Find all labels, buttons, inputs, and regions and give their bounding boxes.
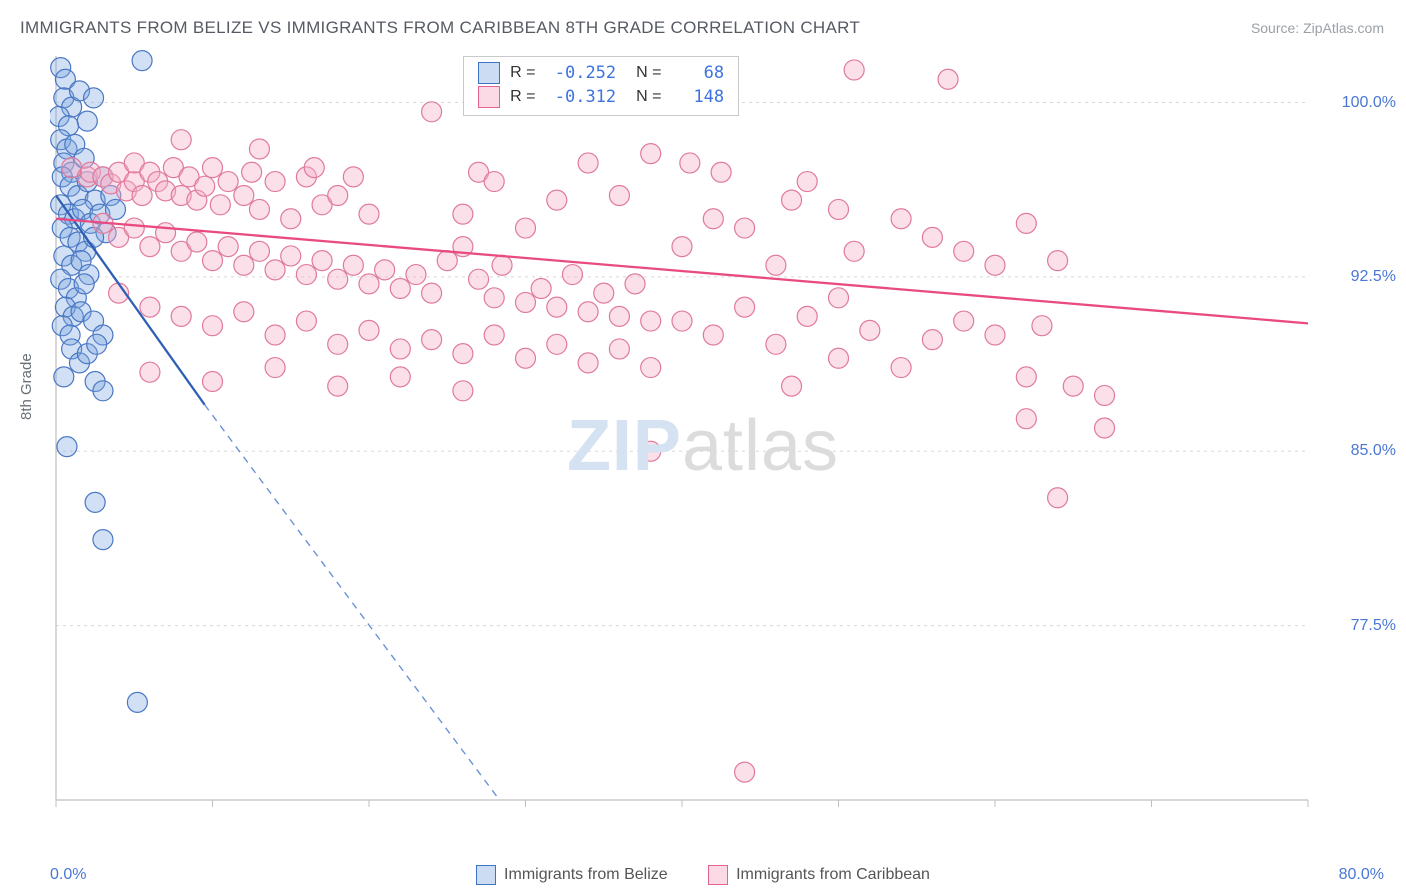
legend-bottom: Immigrants from Belize Immigrants from C… — [0, 865, 1406, 890]
legend-label-belize: Immigrants from Belize — [504, 866, 668, 884]
legend-correlation-box: R = -0.252 N = 68 R = -0.312 N = 148 — [463, 56, 739, 116]
n-label: N = — [636, 85, 670, 109]
r-label: R = — [510, 85, 544, 109]
swatch-pink-icon — [478, 86, 500, 108]
r-value: -0.252 — [554, 61, 616, 85]
swatch-blue-icon — [476, 865, 496, 885]
y-tick-label: 92.5% — [1351, 268, 1396, 286]
r-value: -0.312 — [554, 85, 616, 109]
legend-label-caribbean: Immigrants from Caribbean — [736, 866, 930, 884]
swatch-pink-icon — [708, 865, 728, 885]
chart-title: IMMIGRANTS FROM BELIZE VS IMMIGRANTS FRO… — [20, 18, 860, 38]
y-axis-label: 8th Grade — [18, 353, 35, 420]
scatter-chart — [50, 48, 1386, 836]
r-label: R = — [510, 61, 544, 85]
legend-item-belize: Immigrants from Belize — [476, 865, 668, 885]
y-tick-label: 100.0% — [1342, 94, 1396, 112]
y-tick-label: 77.5% — [1351, 617, 1396, 635]
n-value: 68 — [680, 61, 724, 85]
y-tick-label: 85.0% — [1351, 442, 1396, 460]
source-attribution: Source: ZipAtlas.com — [1251, 20, 1384, 36]
legend-item-caribbean: Immigrants from Caribbean — [708, 865, 930, 885]
swatch-blue-icon — [478, 62, 500, 84]
source-link[interactable]: ZipAtlas.com — [1303, 20, 1384, 36]
n-label: N = — [636, 61, 670, 85]
source-prefix: Source: — [1251, 20, 1303, 36]
n-value: 148 — [680, 85, 724, 109]
